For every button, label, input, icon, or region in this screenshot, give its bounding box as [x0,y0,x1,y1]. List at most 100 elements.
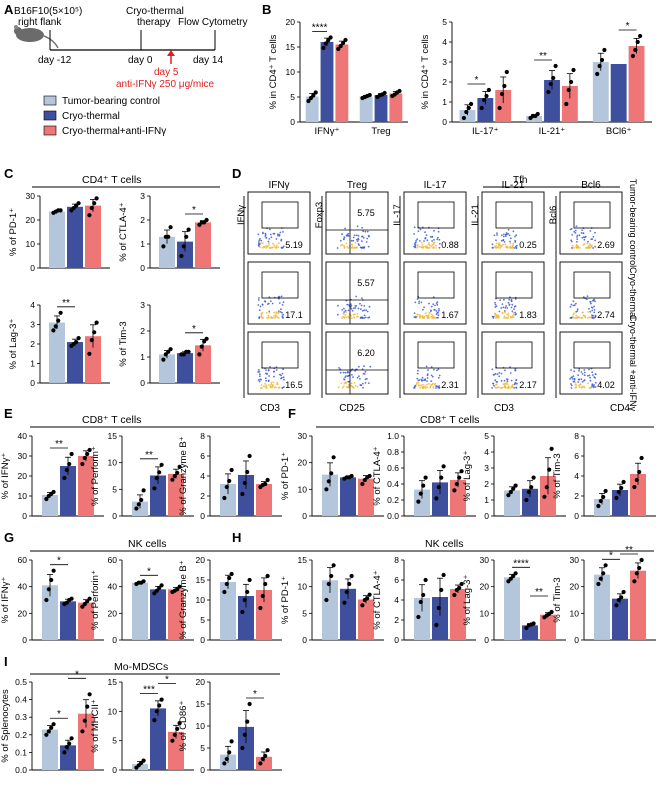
data-point [331,455,336,460]
data-point [177,721,182,726]
data-point [526,489,531,495]
y-tick-label: 0 [30,263,35,273]
chart-c2: 0 1 2 3 % of CTLA-4⁺ * [118,191,220,273]
data-point [506,493,511,498]
data-point [347,581,352,587]
y-tick-label: 3 [484,463,489,473]
y-tick-label: 8 [200,431,205,441]
bar [477,98,494,122]
schematic-readout: Flow Cytometry [178,17,247,28]
y-tick-label: 2 [574,491,579,501]
y-tick-label: 3 [140,191,145,201]
data-point [421,483,426,488]
data-point [168,225,173,230]
data-point [51,722,56,727]
data-point [172,732,177,737]
data-point [152,486,157,491]
data-point [452,592,457,598]
y-tick-label: 10 [196,721,206,731]
flow-percentage: 2.74 [597,310,615,320]
y-axis-label: % in CD4⁺ T cells [268,34,279,109]
chart-e1: 0 10 20 30 40 % of IFNγ⁺ ** [0,431,104,521]
data-point [547,467,552,472]
bar [561,86,578,122]
data-point [222,761,227,766]
y-axis-label: % of CTLA-4⁺ [372,446,383,505]
data-point [94,320,99,325]
flow-plot: 0.25 [481,191,545,255]
data-point [62,750,67,755]
y-tick-label: 15 [286,42,296,52]
y-tick-label: 2 [200,491,205,501]
data-point [497,105,502,111]
data-point [511,573,516,579]
bar [256,484,272,516]
data-point [342,600,347,605]
flow-col-title: Treg [347,180,367,191]
flow-y-axis-label: IFNγ [236,205,247,225]
panel-d-flow: Tfh IFNγ IFNγ Treg Foxp3 IL-17 IL-17 IL-21 IL-2… [236,175,638,414]
panel-letter-d: D [232,166,241,181]
data-point [336,46,341,52]
sig-label: * [75,669,79,680]
data-point [635,39,640,45]
x-tick-label: BCl6⁺ [606,126,632,137]
data-point [49,725,54,730]
flow-y-axis-label: IL-21 [470,204,481,226]
data-point [367,92,372,98]
bar [238,475,254,516]
data-point [616,597,621,603]
data-point [328,35,333,40]
data-point [461,115,466,121]
flow-percentage: 4.02 [597,380,615,390]
y-axis-label: % of PD-1⁺ [280,576,291,624]
data-point [329,573,334,579]
data-point [326,38,331,43]
data-point [382,90,387,96]
bar [195,222,211,268]
chart-c4: 0 1 2 3 % of Tim-3 * [118,300,220,388]
data-point [329,471,334,476]
data-point [638,33,643,39]
y-axis-label: % of Lag-3⁺ [462,451,473,502]
y-tick-label: 3 [30,320,35,330]
data-point [199,344,204,349]
group-title-i: Mo-MDSCs [114,661,168,673]
data-point [141,579,146,584]
legend-swatch-cryo [43,110,57,121]
chart-c3: 0 1 2 3 4 % of Lag-3⁺ ** [8,298,110,388]
bar [42,495,58,516]
data-point [634,571,639,576]
y-tick-label: 2 [394,615,399,625]
data-point [175,726,180,732]
y-tick-label: 10 [108,706,118,716]
bar [340,477,356,517]
flow-x-axis-label: CD4 [610,403,630,414]
data-point [157,585,162,591]
data-point [324,487,329,492]
bar [67,342,83,383]
y-tick-label: 15 [196,699,206,709]
flow-percentage: 6.20 [357,348,375,358]
y-tick-label: 30 [18,451,28,461]
flow-col-title: Bcl6 [581,180,601,191]
y-axis-label: % of CD86⁺ [178,701,189,752]
data-point [229,739,234,744]
bar [132,764,148,771]
data-point [224,484,229,490]
panel-letter-b: B [262,2,271,17]
data-point [260,756,265,762]
flow-percentage: 1.67 [441,310,459,320]
data-point [245,719,250,724]
bar [414,489,430,516]
y-axis-label: % of Perforin⁺ [90,570,101,630]
chart-e3: 0 2 4 6 8 % of Granzyme B⁺ [178,431,282,521]
y-tick-label: 1 [140,239,145,249]
data-point [454,481,459,487]
data-point [639,557,644,563]
data-point [62,475,67,481]
flow-x-axis-label: CD25 [339,403,365,414]
data-point [44,496,49,502]
chart-f3: 0 1 2 3 4 5 % of Lag-3⁺ [462,431,566,521]
timeline-day-14: day 14 [193,55,223,66]
